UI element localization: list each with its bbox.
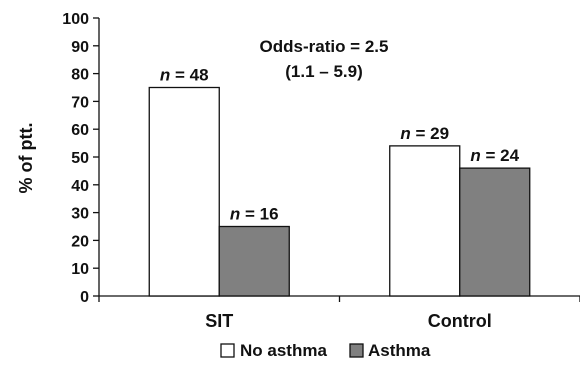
odds-ratio-line1: Odds-ratio = 2.5 [260,37,389,56]
odds-ratio-line2: (1.1 – 5.9) [285,62,363,81]
y-tick-label: 0 [80,289,89,306]
x-category-label: SIT [205,311,233,331]
y-axis-title: % of ptt. [16,123,36,194]
y-tick-label: 10 [71,261,89,278]
bar-count-label: n = 29 [400,124,449,143]
x-category-label: Control [428,311,492,331]
y-tick-label: 50 [71,150,89,167]
bar-no-asthma-control [389,145,461,297]
y-axis-ticks: 0 10 20 30 40 50 60 70 80 90 100 SIT Control [62,11,491,331]
y-tick-label: 20 [71,233,89,250]
y-tick-label: 60 [71,122,89,139]
bar-count-label: n = 48 [160,66,209,85]
legend-swatch-no-asthma [220,343,235,358]
y-tick-label: 30 [71,206,89,223]
bar-asthma-control [459,167,531,297]
data-labels: n = 48 n = 16 n = 29 n = 24 [160,66,520,224]
y-tick-label: 90 [71,39,89,56]
bar-no-asthma-sit [148,86,220,297]
bar-count-label: n = 16 [230,205,279,224]
bar-asthma-sit [218,225,290,297]
y-tick-label: 80 [71,67,89,84]
legend-label-no-asthma: No asthma [240,341,327,360]
y-tick-label: 40 [71,178,89,195]
legend: No asthma Asthma [220,341,431,360]
bars [148,86,531,297]
y-tick-label: 100 [62,11,89,28]
legend-label-asthma: Asthma [368,341,431,360]
legend-swatch-asthma [349,343,364,358]
bar-count-label: n = 24 [470,146,519,165]
y-tick-label: 70 [71,94,89,111]
